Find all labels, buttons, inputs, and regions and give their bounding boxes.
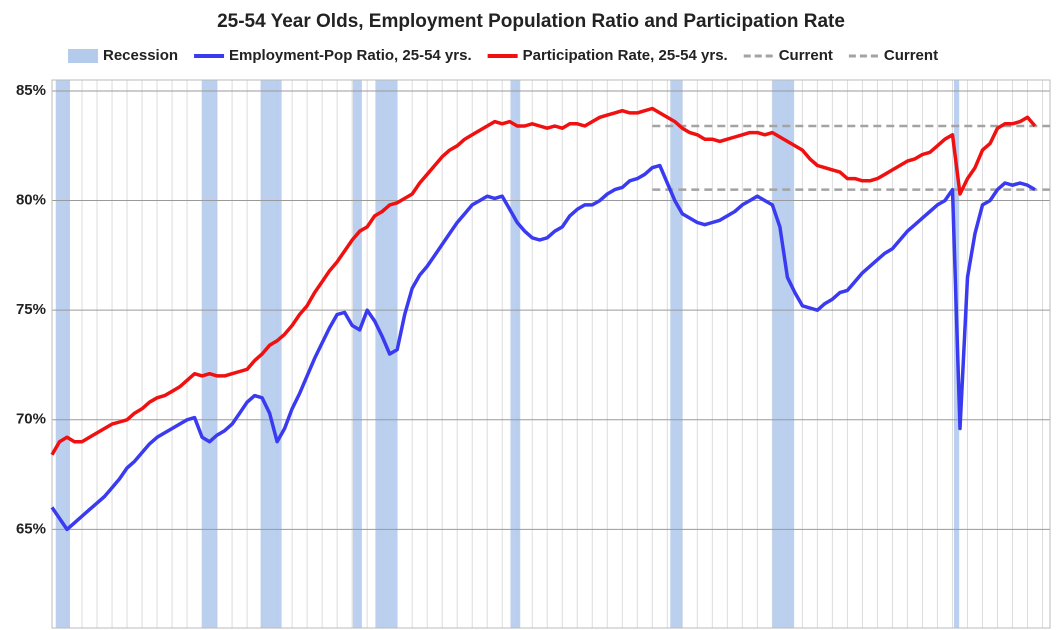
- recession-band: [202, 80, 218, 628]
- recession-band: [55, 80, 71, 628]
- legend-swatch: [68, 49, 98, 63]
- y-tick-label: 65%: [16, 520, 46, 537]
- recession-band: [772, 80, 795, 628]
- recession-band: [510, 80, 521, 628]
- legend-label: Current: [779, 47, 833, 64]
- series-line: [50, 106, 1037, 456]
- recession-band: [375, 80, 398, 628]
- recession-band: [670, 80, 683, 628]
- series-line: [50, 163, 1036, 532]
- y-tick-label: 80%: [16, 192, 46, 209]
- y-tick-label: 85%: [16, 82, 46, 99]
- legend-label: Employment-Pop Ratio, 25-54 yrs.: [229, 47, 472, 64]
- y-tick-label: 70%: [16, 411, 46, 428]
- recession-band: [260, 80, 282, 628]
- plot-frame: [51, 79, 1051, 629]
- legend-label: Recession: [103, 47, 178, 64]
- chart-title: 25-54 Year Olds, Employment Population R…: [217, 11, 845, 32]
- legend-label: Current: [884, 47, 938, 64]
- y-tick-label: 75%: [16, 301, 46, 318]
- recession-band: [352, 80, 362, 628]
- legend-label: Participation Rate, 25-54 yrs.: [523, 47, 728, 64]
